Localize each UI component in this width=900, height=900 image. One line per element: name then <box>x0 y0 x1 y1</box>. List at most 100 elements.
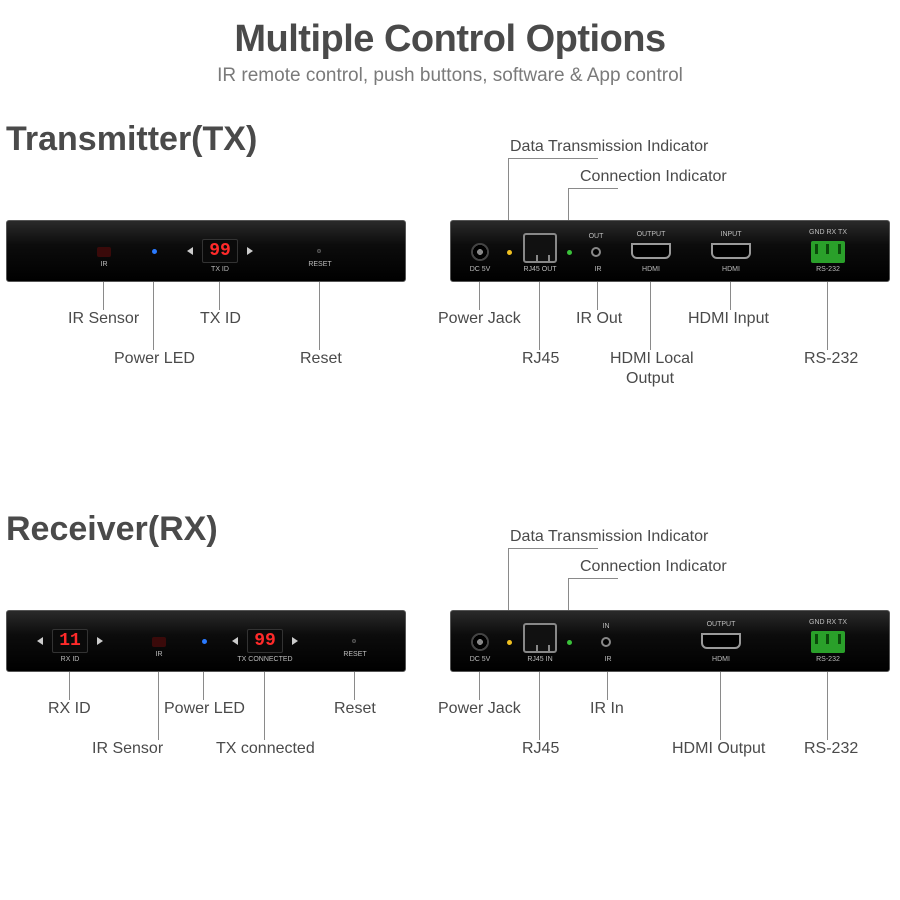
rs232-icon <box>811 631 845 653</box>
out-label: OUT <box>576 233 616 240</box>
ir-label: IR <box>139 651 179 658</box>
txid-label: TX ID <box>200 266 240 273</box>
callout-ir-in: IR In <box>590 700 624 718</box>
rx-id-display: 11 <box>52 629 88 653</box>
lead <box>508 158 598 159</box>
lead <box>827 282 828 350</box>
hdmi-in-label2: HDMI <box>711 266 751 273</box>
right-arrow-icon <box>97 637 103 645</box>
lead <box>69 672 70 700</box>
ir-label: IR <box>84 261 124 268</box>
callout-hdmi-local: HDMI Local <box>610 350 694 368</box>
rs232-pins-label: GND RX TX <box>803 619 853 626</box>
dc-label: DC 5V <box>460 656 500 663</box>
lead <box>539 672 540 740</box>
dc-jack-icon <box>471 633 489 651</box>
led-yellow-icon <box>507 250 512 255</box>
callout-conn-ind: Connection Indicator <box>580 168 727 186</box>
tx-id-display: 99 <box>202 239 238 263</box>
rj45-label: RJ45 IN <box>515 656 565 663</box>
callout-tx-connected: TX connected <box>216 740 315 758</box>
txc-display: 99 <box>247 629 283 653</box>
txc-value: 99 <box>254 631 276 651</box>
tx-id-value: 99 <box>209 241 231 261</box>
lead <box>607 672 608 700</box>
rx-front-panel: 11 RX ID IR 99 TX CONNECTED RESET RX ID … <box>6 610 406 672</box>
tx-front-device: IR 99 TX ID RESET <box>6 220 406 282</box>
lead <box>568 188 618 189</box>
rx-back-device: DC 5V RJ45 IN IN IR OUTPUT HDMI GND RX T… <box>450 610 890 672</box>
lead <box>508 548 509 610</box>
callout-power-jack: Power Jack <box>438 310 521 328</box>
right-arrow-icon <box>292 637 298 645</box>
callout-ir-sensor: IR Sensor <box>68 310 139 328</box>
page-subtitle: IR remote control, push buttons, softwar… <box>0 65 900 87</box>
rx-id-value: 11 <box>59 631 81 651</box>
callout-rj45: RJ45 <box>522 740 559 758</box>
lead <box>568 578 569 610</box>
ir-window-icon <box>97 247 111 257</box>
callout-power-led: Power LED <box>164 700 245 718</box>
lead <box>153 282 154 350</box>
led-yellow-icon <box>507 640 512 645</box>
reset-pinhole-icon <box>352 639 356 643</box>
lead <box>539 282 540 350</box>
lead <box>720 672 721 740</box>
led-green-icon <box>567 250 572 255</box>
lead <box>219 282 220 310</box>
callout-rx-id: RX ID <box>48 700 91 718</box>
rx-title: Receiver(RX) <box>6 510 900 549</box>
txc-label: TX CONNECTED <box>230 656 300 663</box>
rx-section: Receiver(RX) 11 RX ID IR 99 TX CONNECTED <box>0 510 900 549</box>
callout-rj45: RJ45 <box>522 350 559 368</box>
hdmi-out-label2: HDMI <box>631 266 671 273</box>
callout-data-ind: Data Transmission Indicator <box>510 138 708 156</box>
hdmi-out-icon <box>701 633 741 649</box>
ir-jack-icon <box>601 637 611 647</box>
callout-power-jack: Power Jack <box>438 700 521 718</box>
callout-hdmi-output: HDMI Output <box>672 740 765 758</box>
reset-label: RESET <box>335 651 375 658</box>
rxid-label: RX ID <box>50 656 90 663</box>
left-arrow-icon <box>232 637 238 645</box>
callout-reset: Reset <box>334 700 376 718</box>
callout-rs232: RS-232 <box>804 350 858 368</box>
callout-ir-out: IR Out <box>576 310 622 328</box>
hdmi-out-icon <box>631 243 671 259</box>
lead <box>319 282 320 350</box>
rx-back-panel: DC 5V RJ45 IN IN IR OUTPUT HDMI GND RX T… <box>450 610 890 672</box>
callout-hdmi-input: HDMI Input <box>688 310 769 328</box>
in-label: IN <box>586 623 626 630</box>
tx-back-device: DC 5V RJ45 OUT OUT IR OUTPUT HDMI INPUT … <box>450 220 890 282</box>
lead <box>203 672 204 700</box>
reset-label: RESET <box>300 261 340 268</box>
callout-ir-sensor: IR Sensor <box>92 740 163 758</box>
dc-label: DC 5V <box>460 266 500 273</box>
lead <box>508 158 509 220</box>
dc-jack-icon <box>471 243 489 261</box>
hdmi-out-label: OUTPUT <box>631 231 671 238</box>
tx-section: Transmitter(TX) IR 99 TX ID RESET IR Sen… <box>0 120 900 159</box>
lead <box>827 672 828 740</box>
rj45-icon <box>523 233 557 263</box>
left-arrow-icon <box>37 637 43 645</box>
header: Multiple Control Options IR remote contr… <box>0 0 900 87</box>
page-title: Multiple Control Options <box>0 18 900 61</box>
rs232-label: RS-232 <box>808 656 848 663</box>
callout-tx-id: TX ID <box>200 310 241 328</box>
callout-reset: Reset <box>300 350 342 368</box>
right-arrow-icon <box>247 247 253 255</box>
tx-front-panel: IR 99 TX ID RESET IR Sensor Power LED TX… <box>6 220 406 282</box>
lead <box>730 282 731 310</box>
lead <box>354 672 355 700</box>
lead <box>103 282 104 310</box>
rs232-icon <box>811 241 845 263</box>
lead <box>479 282 480 310</box>
lead <box>508 548 598 549</box>
rs232-pins-label: GND RX TX <box>803 229 853 236</box>
reset-pinhole-icon <box>317 249 321 253</box>
led-green-icon <box>567 640 572 645</box>
ir-label: IR <box>578 266 618 273</box>
lead <box>264 672 265 740</box>
lead <box>650 282 651 350</box>
